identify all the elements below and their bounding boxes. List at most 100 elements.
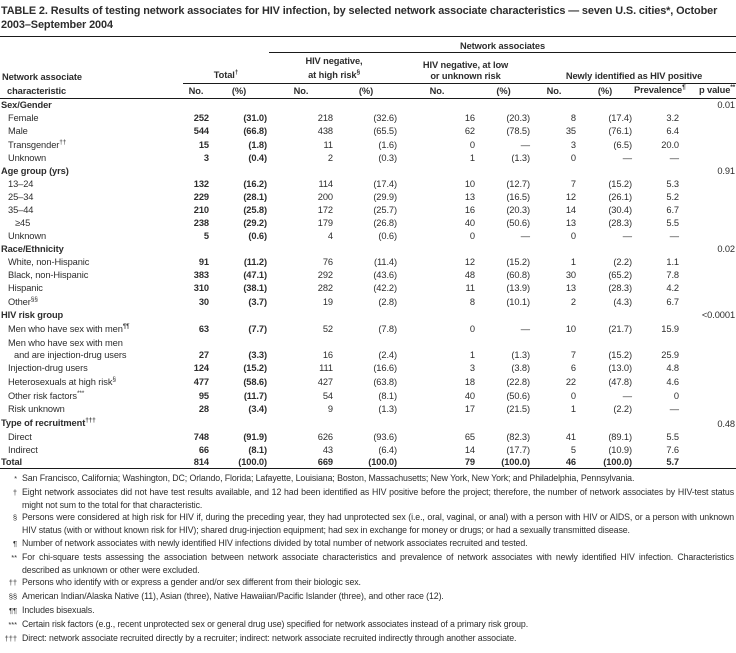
data-cell: (25.7) <box>373 205 397 216</box>
data-cell: (15.2) <box>608 179 632 190</box>
table-row: Age group (yrs) 0.91 <box>0 164 736 177</box>
data-cell: 477 <box>193 377 209 388</box>
data-cell: (2.2) <box>613 404 632 415</box>
data-cell: 6.7 <box>666 297 679 308</box>
table-row: Men who have sex with men¶¶ 63 (7.7) 52 (7.8… <box>0 321 736 335</box>
data-cell: (43.6) <box>373 270 397 281</box>
table-row: Hispanic 310 (38.1) 282 (42.2) 11 (13.9) 13 (28.… <box>0 281 736 294</box>
table-row: Risk unknown 28 (3.4) 9 (1.3) 17 (21.5) 1 (2.2) — <box>0 402 736 415</box>
data-cell: (1.3) <box>511 350 530 361</box>
data-cell: 814 <box>183 455 209 470</box>
data-cell: 13 <box>565 218 576 229</box>
data-cell: 310 <box>193 283 209 294</box>
table-row: Unknown 3 (0.4) 2 (0.3) 1 (1.3) 0 — — <box>0 151 736 164</box>
p-value-cell <box>682 177 736 190</box>
data-cell: (22.8) <box>506 377 530 388</box>
table-row: Transgender†† 15 (1.8) 11 (1.6) 0 — 3 (6.5) 20.0 <box>0 137 736 151</box>
table-row: HIV risk group <0.0001 <box>0 308 736 321</box>
footnote-item: ** For chi-square tests assessing the ass… <box>0 551 736 577</box>
p-value-cell <box>682 281 736 294</box>
footnote-symbol: ** <box>11 552 17 562</box>
table-row: Female 252 (31.0) 218 (32.6) 16 (20.3) 8 (17.4) 3… <box>0 111 736 124</box>
data-cell: (8.1) <box>248 444 267 455</box>
data-cell: (6.5) <box>613 140 632 151</box>
data-cell: (1.8) <box>248 140 267 151</box>
data-cell: 5 <box>203 231 209 242</box>
p-value-cell <box>682 335 736 361</box>
p-value-cell <box>682 402 736 415</box>
data-cell: 19 <box>322 297 333 308</box>
data-cell: — <box>622 153 632 164</box>
data-cell: 0 <box>469 140 475 151</box>
table-row: Direct 748 (91.9) 626 (93.6) 65 (82.3) 41 (89.1)… <box>0 430 736 443</box>
footnote-item: §§ American Indian/Alaska Native (11), As… <box>0 590 736 604</box>
p-value-cell <box>682 294 736 308</box>
footnote-symbol: †† <box>8 578 17 588</box>
neg-low-line1: HIV negative, at low <box>422 59 509 70</box>
col-pct: (%) <box>475 83 532 99</box>
footnote-text: For chi-square tests assessing the assoc… <box>22 551 734 575</box>
section-spacer <box>183 164 682 177</box>
data-cell: (65.5) <box>373 126 397 136</box>
characteristic-header-line1: Network associate <box>2 72 82 82</box>
header-row-columns: characteristic No. (%) No. (%) No. (%) N… <box>0 83 736 99</box>
footnote-item: ¶¶ Includes bisexuals. <box>0 604 736 618</box>
row-label: Race/Ethnicity <box>1 244 64 255</box>
table-row: 35–44 210 (25.8) 172 (25.7) 16 (20.3) 14 (30.4) 6… <box>0 203 736 216</box>
data-cell: 1 <box>570 404 576 415</box>
hiv-negative-low-risk-header: HIV negative, at low or unknown risk <box>399 52 532 84</box>
data-cell: 3 <box>469 363 475 374</box>
data-cell: 10 <box>565 324 576 335</box>
data-cell: (6.4) <box>378 444 397 455</box>
data-cell: (2.8) <box>378 297 397 308</box>
data-cell: 48 <box>464 270 475 281</box>
col-pct: (%) <box>209 83 269 99</box>
data-cell: (91.9) <box>243 431 267 442</box>
data-cell: 2 <box>327 153 333 164</box>
row-label: Transgender†† <box>8 139 67 151</box>
data-cell: 46 <box>532 455 576 470</box>
data-cell: (29.9) <box>373 192 397 203</box>
p-value-cell <box>682 455 736 470</box>
data-cell: (60.8) <box>506 270 530 281</box>
p-value-cell <box>682 443 736 456</box>
data-cell: 16 <box>464 205 475 216</box>
p-value-cell: 0.48 <box>717 418 736 429</box>
footnote-item: ††† Direct: network associate recruited d… <box>0 632 736 646</box>
data-cell: 1.1 <box>666 257 679 268</box>
data-cell: (1.3) <box>378 404 397 415</box>
data-cell: (17.7) <box>506 444 530 455</box>
p-value-cell <box>682 151 736 164</box>
data-cell: 1 <box>469 153 475 164</box>
data-cell: (1.3) <box>511 153 530 164</box>
section-spacer <box>183 98 682 111</box>
data-cell: 76 <box>322 257 333 268</box>
data-cell: 54 <box>322 391 333 402</box>
data-cell: 8 <box>570 113 576 123</box>
data-cell: 292 <box>317 270 333 281</box>
data-cell: 4.8 <box>666 363 679 374</box>
data-cell: 3 <box>570 140 576 151</box>
data-cell: 0 <box>469 324 475 335</box>
data-cell: 13 <box>464 192 475 203</box>
col-no: No. <box>269 83 333 99</box>
data-cell: 229 <box>193 192 209 203</box>
footnote-item: † Eight network associates did not have t… <box>0 486 736 512</box>
data-cell: (0.4) <box>248 153 267 164</box>
footnote-text: San Francisco, California; Washington, D… <box>22 473 635 484</box>
data-cell: 8 <box>469 297 475 308</box>
data-cell: (7.8) <box>378 324 397 335</box>
data-cell: (3.8) <box>511 363 530 374</box>
data-cell: 383 <box>193 270 209 281</box>
table-row: Total 814 (100.0) 669 (100.0) 79 (100.0) 46 (100… <box>0 455 736 470</box>
table-row: Other risk factors*** 95 (11.7) 54 (8.1) 40 (5… <box>0 388 736 402</box>
table-row: Indirect 66 (8.1) 43 (6.4) 14 (17.7) 5 (10.9) 7.6 <box>0 443 736 456</box>
row-label: Black, non-Hispanic <box>8 270 89 281</box>
data-cell: (28.3) <box>608 283 632 294</box>
data-cell: — <box>669 153 679 164</box>
data-cell: 14 <box>565 205 576 216</box>
data-cell: 43 <box>322 444 333 455</box>
data-cell: (3.3) <box>248 350 267 361</box>
p-value-cell: 0.91 <box>717 166 736 177</box>
data-cell: 5.2 <box>666 192 679 203</box>
